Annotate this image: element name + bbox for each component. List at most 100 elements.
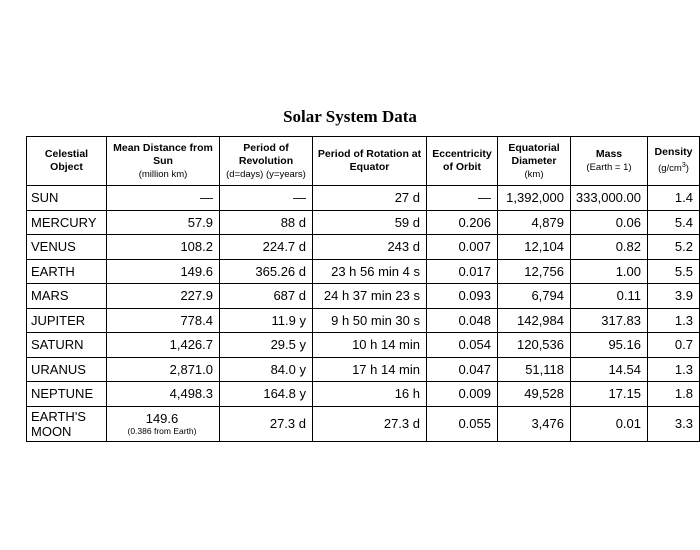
header-period-revolution: Period of Revolution (d=days) (y=years) (219, 136, 313, 186)
cell-eccentricity: 0.009 (426, 381, 498, 407)
cell-revolution: 84.0 y (219, 356, 313, 382)
cell-distance: 227.9 (106, 283, 220, 309)
cell-rotation: 24 h 37 min 23 s (312, 283, 427, 309)
cell-mass: 333,000.00 (570, 185, 648, 211)
cell-eccentricity: 0.007 (426, 234, 498, 260)
cell-distance: 4,498.3 (106, 381, 220, 407)
cell-object: URANUS (26, 356, 107, 382)
cell-rotation: 16 h (312, 381, 427, 407)
cell-mass: 0.11 (570, 283, 648, 309)
cell-revolution: 11.9 y (219, 307, 313, 333)
cell-distance: — (106, 185, 220, 211)
table-row: VENUS 108.2 224.7 d 243 d 0.007 12,104 0.82 5.2 (26, 234, 700, 260)
cell-object: MERCURY (26, 209, 107, 235)
cell-diameter: 120,536 (497, 332, 571, 358)
cell-rotation: 59 d (312, 209, 427, 235)
cell-eccentricity: 0.206 (426, 209, 498, 235)
cell-revolution: 29.5 y (219, 332, 313, 358)
table-row: MERCURY 57.9 88 d 59 d 0.206 4,879 0.06 5.4 (26, 209, 700, 235)
cell-diameter: 51,118 (497, 356, 571, 382)
cell-object: MARS (26, 283, 107, 309)
cell-rotation: 27 d (312, 185, 427, 211)
cell-eccentricity: — (426, 185, 498, 211)
cell-object: EARTH'S MOON (26, 405, 107, 442)
cell-mass: 0.01 (570, 405, 648, 442)
cell-distance: 108.2 (106, 234, 220, 260)
cell-distance: 149.6 (0.386 from Earth) (106, 405, 220, 442)
cell-diameter: 142,984 (497, 307, 571, 333)
table-row: NEPTUNE 4,498.3 164.8 y 16 h 0.009 49,528 17.1… (26, 381, 700, 407)
header-eccentricity: Eccentricity of Orbit (426, 136, 498, 186)
cell-density: 5.4 (647, 209, 700, 235)
cell-eccentricity: 0.047 (426, 356, 498, 382)
cell-revolution: 164.8 y (219, 381, 313, 407)
cell-diameter: 49,528 (497, 381, 571, 407)
cell-diameter: 12,756 (497, 258, 571, 284)
cell-revolution: 27.3 d (219, 405, 313, 442)
cell-density: 1.3 (647, 307, 700, 333)
solar-system-table: Celestial Object Mean Distance from Sun(… (26, 136, 700, 442)
table-row: SATURN 1,426.7 29.5 y 10 h 14 min 0.054 120,5… (26, 332, 700, 358)
cell-rotation: 9 h 50 min 30 s (312, 307, 427, 333)
cell-object: EARTH (26, 258, 107, 284)
header-mean-distance: Mean Distance from Sun (million km) (106, 136, 220, 186)
cell-eccentricity: 0.093 (426, 283, 498, 309)
cell-density: 0.7 (647, 332, 700, 358)
cell-eccentricity: 0.048 (426, 307, 498, 333)
header-celestial-object: Celestial Object (26, 136, 107, 186)
cell-object: VENUS (26, 234, 107, 260)
cell-object: SUN (26, 185, 107, 211)
cell-revolution: 88 d (219, 209, 313, 235)
cell-diameter: 6,794 (497, 283, 571, 309)
cell-eccentricity: 0.017 (426, 258, 498, 284)
cell-revolution: 365.26 d (219, 258, 313, 284)
cell-density: 5.5 (647, 258, 700, 284)
cell-diameter: 4,879 (497, 209, 571, 235)
cell-rotation: 10 h 14 min (312, 332, 427, 358)
table-row: MARS 227.9 687 d 24 h 37 min 23 s 0.093 6,794… (26, 283, 700, 309)
table-row: SUN — —27 d —1,392,000 333,000.00 1.4 (26, 185, 700, 211)
cell-diameter: 3,476 (497, 405, 571, 442)
cell-object: SATURN (26, 332, 107, 358)
cell-object: NEPTUNE (26, 381, 107, 407)
cell-diameter: 1,392,000 (497, 185, 571, 211)
cell-distance: 2,871.0 (106, 356, 220, 382)
cell-density: 3.3 (647, 405, 700, 442)
cell-revolution: 687 d (219, 283, 313, 309)
cell-mass: 1.00 (570, 258, 648, 284)
cell-distance: 1,426.7 (106, 332, 220, 358)
cell-density: 1.3 (647, 356, 700, 382)
cell-diameter: 12,104 (497, 234, 571, 260)
table-title: Solar System Data (283, 107, 417, 126)
header-row: Celestial Object Mean Distance from Sun(… (26, 136, 700, 186)
cell-distance: 778.4 (106, 307, 220, 333)
table-row-earths-moon: EARTH'S MOON 149.6 (0.386 from Earth) 27.3… (26, 405, 700, 442)
cell-distance: 149.6 (106, 258, 220, 284)
cell-mass: 0.06 (570, 209, 648, 235)
cell-revolution: — (219, 185, 313, 211)
cell-density: 1.8 (647, 381, 700, 407)
cell-mass: 317.83 (570, 307, 648, 333)
header-period-rotation: Period of Rotation at Equator (312, 136, 427, 186)
header-mass: Mass (Earth = 1) (570, 136, 648, 186)
cell-rotation: 27.3 d (312, 405, 427, 442)
table-row: EARTH 149.6 365.26 d 23 h 56 min 4 s 0.017 12… (26, 258, 700, 284)
cell-distance: 57.9 (106, 209, 220, 235)
cell-rotation: 243 d (312, 234, 427, 260)
cell-rotation: 17 h 14 min (312, 356, 427, 382)
cell-mass: 14.54 (570, 356, 648, 382)
header-equatorial-diameter: Equatorial Diameter (km) (497, 136, 571, 186)
cell-eccentricity: 0.054 (426, 332, 498, 358)
cell-mass: 0.82 (570, 234, 648, 260)
header-density: Density (g/cm3) (647, 136, 700, 186)
cell-rotation: 23 h 56 min 4 s (312, 258, 427, 284)
cell-density: 1.4 (647, 185, 700, 211)
cell-eccentricity: 0.055 (426, 405, 498, 442)
cell-revolution: 224.7 d (219, 234, 313, 260)
cell-object: JUPITER (26, 307, 107, 333)
density-unit: (g/cm3) (658, 162, 689, 175)
cell-mass: 17.15 (570, 381, 648, 407)
cell-density: 5.2 (647, 234, 700, 260)
cell-density: 3.9 (647, 283, 700, 309)
